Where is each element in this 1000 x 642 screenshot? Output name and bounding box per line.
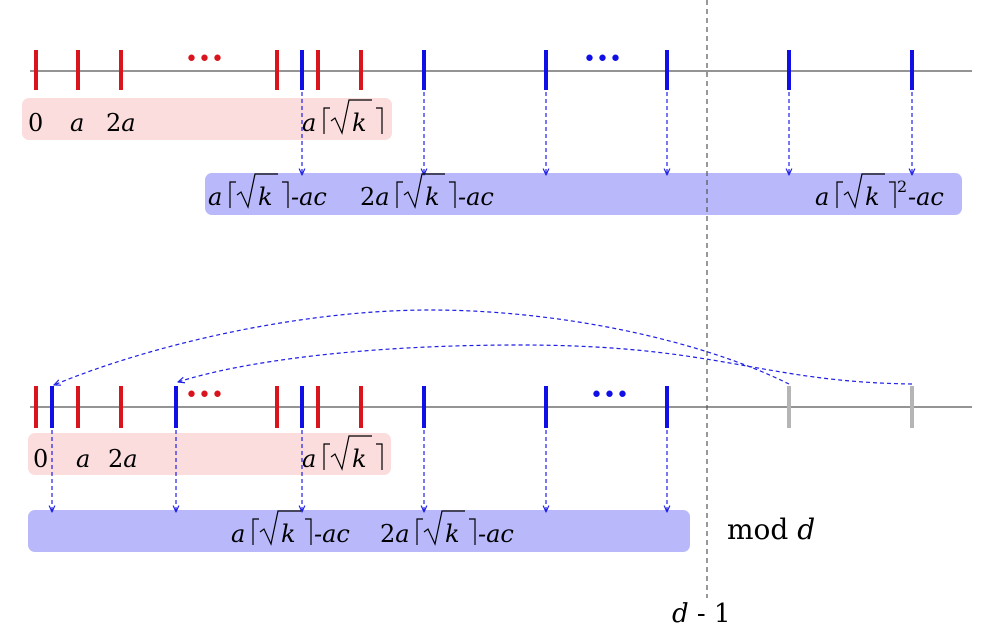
threshold-label: d - 1 — [672, 599, 731, 629]
top-red-box — [22, 98, 392, 140]
svg-text:k: k — [352, 109, 367, 137]
label-2a: 2a — [108, 445, 138, 473]
mod-d-label: mod d — [727, 513, 815, 546]
svg-text:a: a — [302, 445, 316, 473]
label-zero: 0 — [28, 109, 43, 137]
svg-text:k: k — [258, 183, 273, 211]
svg-text:k: k — [352, 445, 367, 473]
top-down-arrows — [302, 92, 912, 175]
svg-text:k: k — [281, 520, 296, 548]
label-blue-2a-ceil-k-minus-ac: 2a k -ac — [360, 173, 494, 211]
svg-text:-ac: -ac — [291, 183, 327, 211]
label-a-ceil-sqrt-k: a k — [302, 435, 383, 473]
bottom-red-ellipsis: ••• — [185, 383, 224, 408]
bottom-red-box — [28, 433, 391, 475]
sqrt-sign — [330, 99, 372, 135]
svg-text:-ac: -ac — [478, 520, 514, 548]
bottom-panel: ••• ••• 0 a 2a a k a — [28, 309, 972, 552]
bottom-blue-box — [28, 510, 690, 552]
label-bottom-2a-ceil-k-minus-ac: 2a k -ac — [380, 510, 514, 548]
ceil-bracket-right — [376, 107, 383, 134]
top-red-ellipsis: ••• — [185, 47, 224, 72]
label-a: a — [76, 445, 90, 473]
wrap-arrows — [54, 309, 913, 385]
label-bottom-a-ceil-k-minus-ac: a k -ac — [231, 510, 350, 548]
svg-text:-ac: -ac — [458, 183, 494, 211]
bottom-gray-ticks — [787, 386, 914, 428]
bottom-blue-ticks — [50, 386, 669, 428]
label-zero: 0 — [33, 445, 48, 473]
svg-text:a: a — [302, 109, 316, 137]
svg-text:k: k — [445, 520, 460, 548]
bottom-red-ticks — [34, 386, 363, 428]
svg-text:2a: 2a — [380, 520, 410, 548]
top-blue-box — [205, 173, 962, 215]
label-2a: 2a — [106, 109, 136, 137]
label-a: a — [70, 109, 84, 137]
svg-text:k: k — [865, 183, 880, 211]
top-panel: ••• ••• 0 a 2a a k a k -ac — [22, 47, 972, 215]
label-blue-a-ceil-k-squared-minus-ac: a k 2 -ac — [815, 173, 944, 211]
top-red-ticks — [34, 50, 363, 90]
svg-text:-ac: -ac — [314, 520, 350, 548]
ceil-bracket-left — [323, 107, 330, 134]
wrap-arrow-inner — [178, 344, 913, 385]
label-blue-a-ceil-k-minus-ac: a k -ac — [208, 173, 327, 211]
top-blue-ticks — [300, 50, 914, 90]
svg-text:a: a — [231, 520, 245, 548]
svg-text:k: k — [425, 183, 440, 211]
svg-text:a: a — [208, 183, 222, 211]
label-a-ceil-sqrt-k: a k — [302, 99, 383, 137]
svg-text:2a: 2a — [360, 183, 390, 211]
svg-text:a: a — [815, 183, 829, 211]
svg-text:2: 2 — [897, 177, 907, 196]
svg-text:-ac: -ac — [908, 183, 944, 211]
top-blue-ellipsis: ••• — [583, 47, 622, 72]
bottom-blue-ellipsis: ••• — [590, 383, 629, 408]
